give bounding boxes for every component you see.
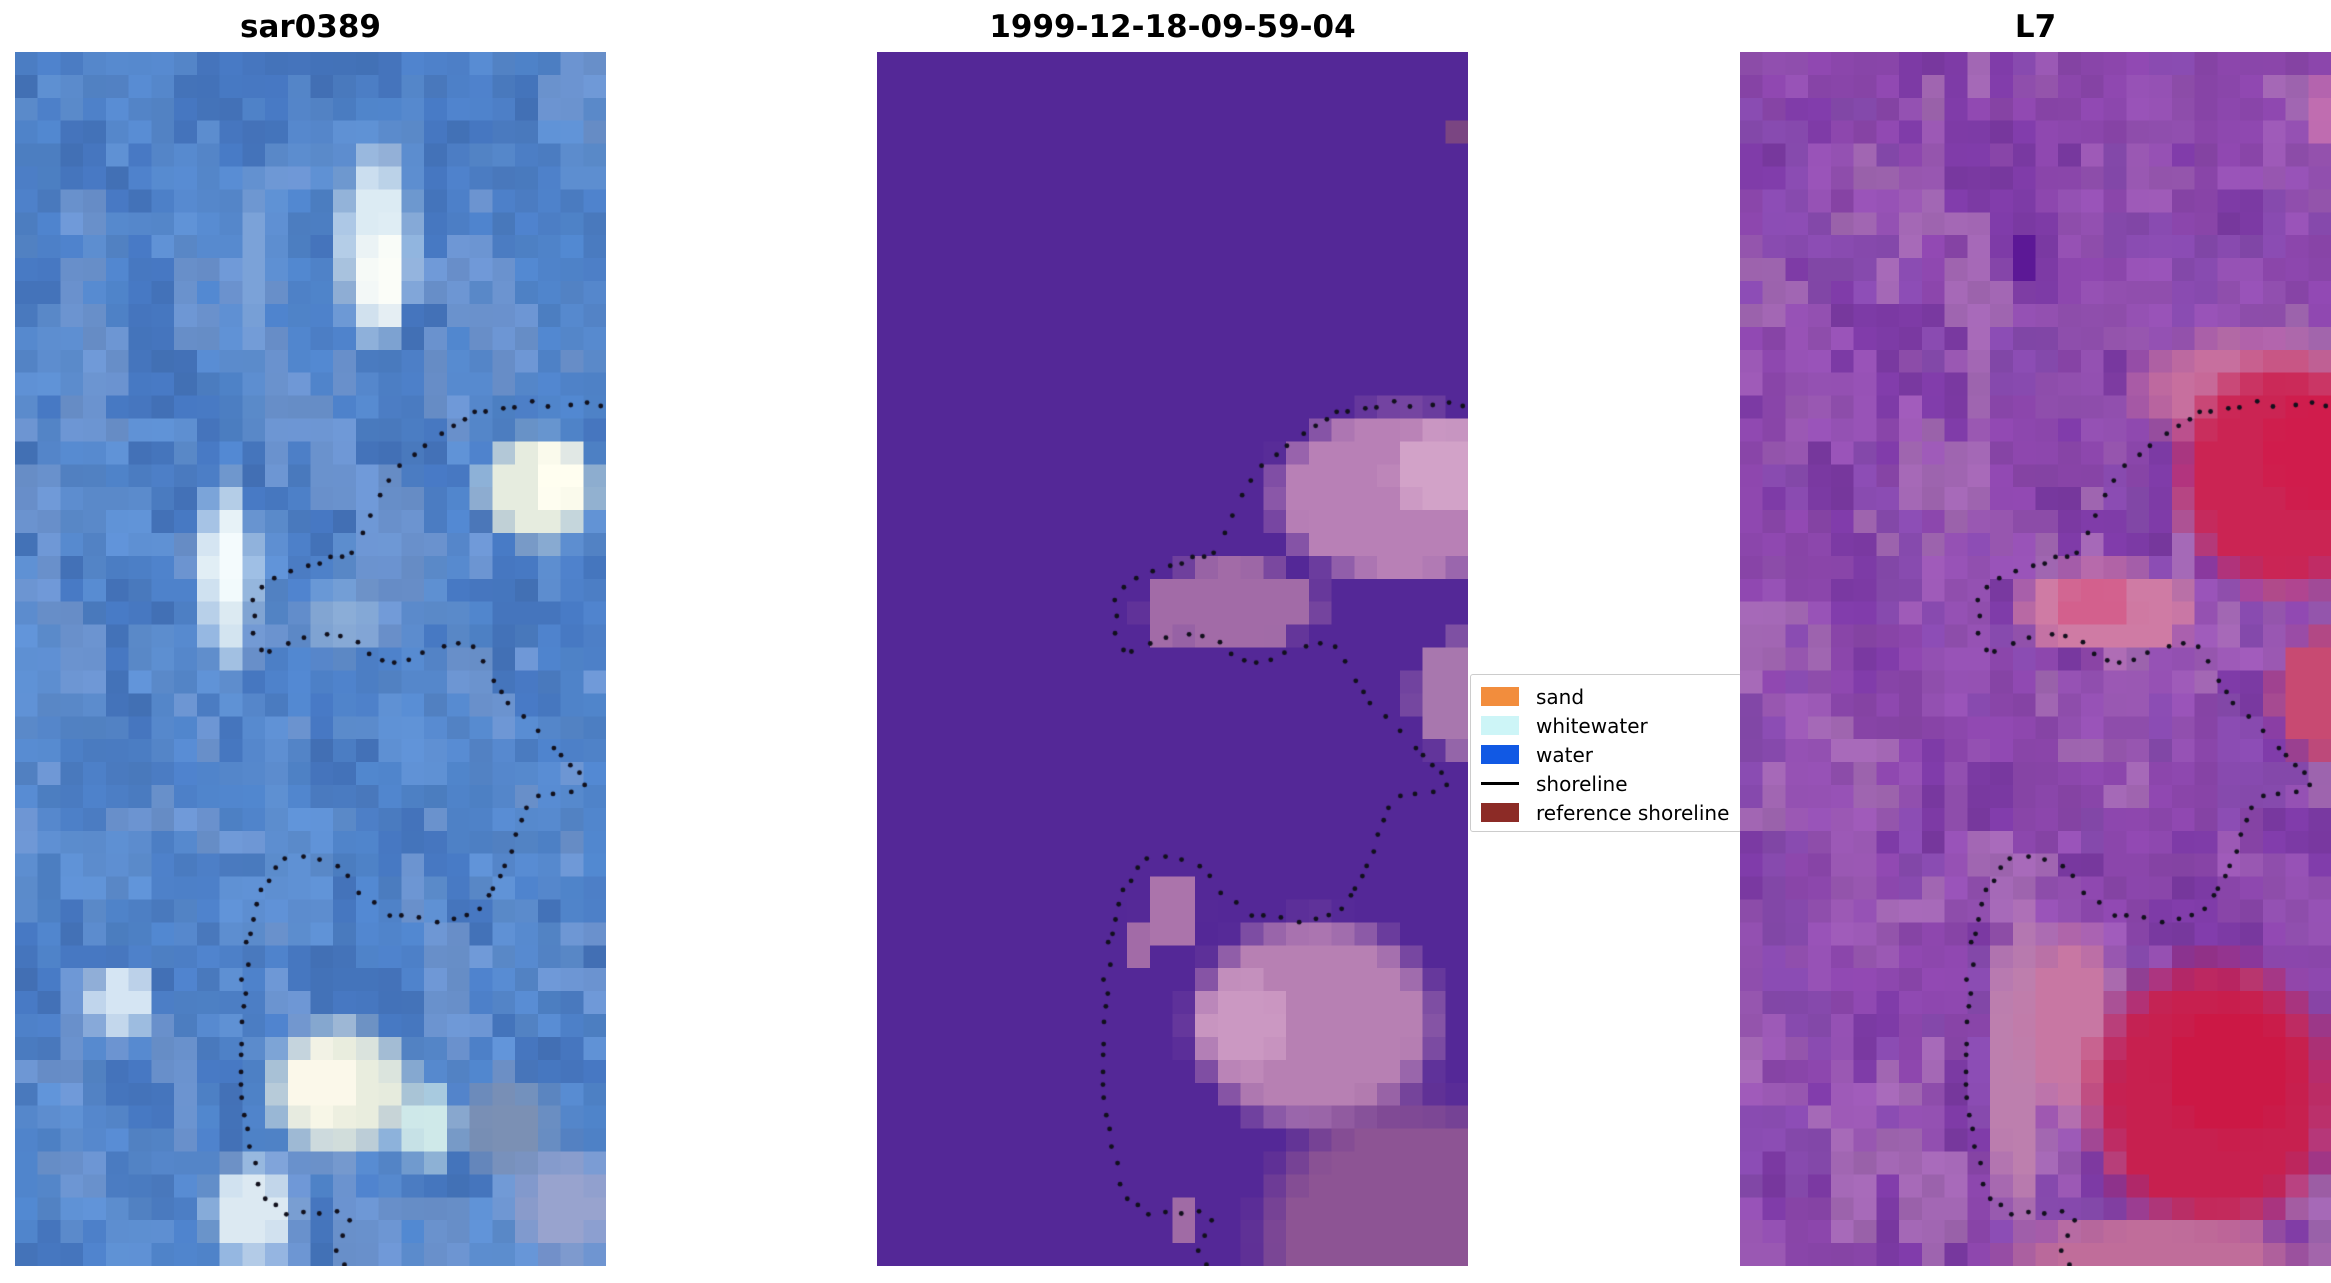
- classification-image-panel: [877, 52, 1468, 1266]
- panel-title-sar: sar0389: [240, 9, 381, 45]
- shoreline-dots-overlay: [15, 52, 606, 1266]
- shoreline-line-swatch: [1481, 782, 1519, 785]
- legend-label: water: [1536, 742, 1593, 767]
- legend-entry-sand: sand: [1481, 682, 1741, 711]
- legend-entry-reference-shoreline: reference shoreline: [1481, 798, 1741, 827]
- legend-label: sand: [1536, 684, 1585, 709]
- water-swatch: [1481, 745, 1519, 764]
- legend-entry-whitewater: whitewater: [1481, 711, 1741, 740]
- whitewater-swatch: [1481, 716, 1519, 735]
- legend-label: shoreline: [1536, 771, 1628, 796]
- legend-entry-shoreline: shoreline: [1481, 769, 1741, 798]
- shoreline-dots-overlay: [1740, 52, 2331, 1266]
- reference-shoreline-swatch: [1481, 803, 1519, 822]
- panel-title-l7: L7: [2014, 9, 2057, 45]
- legend-label: whitewater: [1536, 713, 1648, 738]
- panel-title-date: 1999-12-18-09-59-04: [989, 9, 1356, 45]
- l7-image-panel: [1740, 52, 2331, 1266]
- legend-box: sand whitewater water shoreline referenc…: [1470, 674, 1742, 832]
- legend-entry-water: water: [1481, 740, 1741, 769]
- shoreline-dots-overlay: [877, 52, 1468, 1266]
- sar-image-panel: [15, 52, 606, 1266]
- legend-label: reference shoreline: [1536, 800, 1730, 825]
- sand-swatch: [1481, 687, 1519, 706]
